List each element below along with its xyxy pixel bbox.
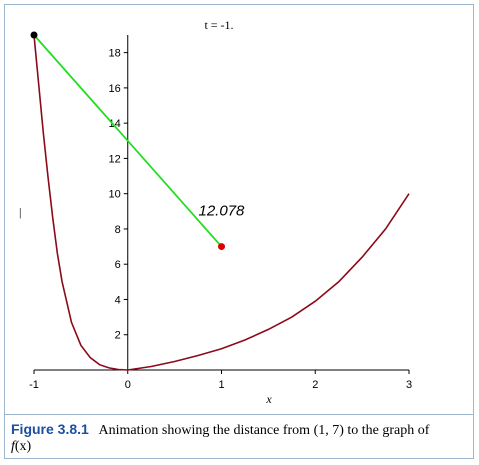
figure-caption: Figure 3.8.1 Animation showing the dista…: [5, 414, 473, 458]
caption-function: f(x): [11, 439, 31, 454]
x-tick-label: 1: [218, 379, 224, 391]
function-argument: (x): [14, 439, 32, 454]
x-tick-label: 2: [312, 379, 318, 391]
figure-frame: | t = -1. x -1 0 1 2 3 2 4 6 8 10 12 14 16 18 12.078 F…: [4, 4, 474, 459]
caption-text: Animation showing the distance from (1, …: [98, 423, 430, 438]
function-curve: [33, 34, 410, 371]
y-tick-label: 16: [109, 83, 121, 95]
parameter-label: t = -1.: [204, 18, 233, 32]
figure-number: Figure 3.8.1: [11, 421, 89, 437]
x-tick-label: 0: [125, 379, 131, 391]
y-tick-label: 12: [109, 153, 121, 165]
y-tick-label: 4: [115, 294, 121, 306]
y-tick-label: 8: [115, 224, 121, 236]
y-tick-label: 14: [109, 118, 121, 130]
y-tick-label: 2: [115, 330, 121, 342]
x-axis-title: x: [265, 392, 272, 406]
y-tick-label: 6: [115, 259, 121, 271]
point-on-curve: [30, 31, 38, 39]
function-letter: f: [11, 439, 15, 454]
distance-segment: [33, 34, 223, 248]
target-point: [218, 243, 225, 251]
x-tick-label: -1: [29, 379, 39, 391]
y-tick-label: 10: [109, 189, 121, 201]
x-tick-label: 3: [406, 379, 412, 391]
distance-label: 12.078: [199, 203, 246, 220]
cursor-mark: |: [19, 205, 21, 219]
y-tick-label: 18: [109, 48, 121, 60]
